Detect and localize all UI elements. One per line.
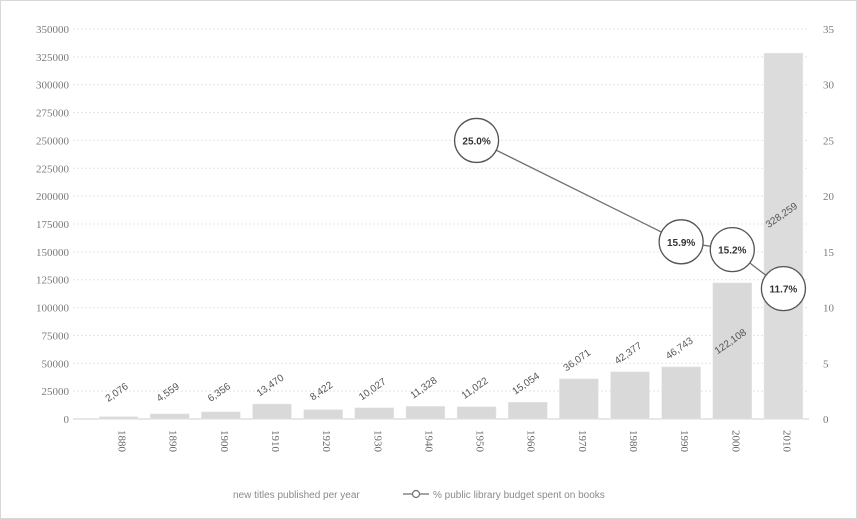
percent-data-label: 25.0% bbox=[462, 136, 490, 147]
bar-data-label: 11,022 bbox=[460, 375, 491, 401]
percent-data-label: 15.2% bbox=[718, 246, 746, 257]
bar-data-label: 6,356 bbox=[206, 381, 233, 405]
bar bbox=[201, 411, 241, 420]
right-tick-label: 0 bbox=[823, 414, 829, 426]
right-tick-label: 5 bbox=[823, 358, 829, 370]
bar bbox=[98, 416, 139, 420]
left-tick-label: 350000 bbox=[36, 24, 70, 36]
bar-data-label: 46,743 bbox=[664, 335, 696, 362]
bar bbox=[610, 371, 650, 420]
bar-data-label: 11,328 bbox=[409, 375, 440, 401]
x-tick-label: 1890 bbox=[167, 430, 179, 453]
bar-data-label: 36,071 bbox=[562, 347, 594, 374]
bar bbox=[508, 401, 548, 420]
left-tick-label: 150000 bbox=[36, 247, 70, 259]
x-tick-label: 1980 bbox=[627, 430, 639, 453]
left-tick-label: 0 bbox=[64, 414, 70, 426]
x-tick-label: 1960 bbox=[525, 430, 537, 453]
bar bbox=[763, 52, 804, 420]
gridlines bbox=[73, 28, 809, 420]
percent-data-label: 11.7% bbox=[770, 285, 798, 296]
left-tick-label: 300000 bbox=[36, 80, 70, 92]
legend: new titles published per year % public li… bbox=[233, 489, 605, 501]
bar-data-label: 2,076 bbox=[104, 381, 131, 405]
x-tick-label: 1940 bbox=[422, 430, 434, 453]
bar bbox=[456, 406, 497, 420]
bar bbox=[150, 413, 190, 420]
bar bbox=[661, 366, 701, 420]
x-tick-label: 1970 bbox=[576, 430, 588, 453]
percent-marker bbox=[453, 117, 500, 164]
x-tick-label: 1920 bbox=[320, 430, 332, 453]
bar bbox=[405, 406, 446, 420]
x-axis-ticks: 1880 1890 1900 1910 1920 1930 1940 1950 1960 1970… bbox=[116, 430, 793, 453]
legend-entry-line: % public library budget spent on books bbox=[433, 490, 605, 501]
left-tick-label: 175000 bbox=[36, 219, 70, 231]
legend-marker-swatch bbox=[411, 489, 421, 499]
x-tick-label: 1910 bbox=[269, 430, 281, 453]
left-tick-label: 75000 bbox=[42, 330, 70, 342]
bar bbox=[354, 407, 394, 420]
bar bbox=[303, 409, 343, 420]
left-tick-label: 100000 bbox=[36, 303, 70, 315]
left-tick-label: 200000 bbox=[36, 191, 70, 203]
bar bbox=[712, 282, 752, 420]
right-tick-label: 10 bbox=[823, 303, 835, 315]
bar bbox=[559, 378, 599, 420]
bar-data-label: 8,422 bbox=[308, 380, 335, 404]
left-tick-label: 125000 bbox=[36, 275, 70, 287]
bar bbox=[252, 403, 292, 420]
x-tick-label: 1950 bbox=[474, 430, 486, 453]
left-axis-ticks: 0 25000 50000 75000 100000 125000 150000 175000… bbox=[36, 24, 70, 426]
right-tick-label: 30 bbox=[823, 80, 835, 92]
x-tick-label: 1880 bbox=[116, 430, 128, 453]
legend-entry-bars: new titles published per year bbox=[233, 490, 360, 501]
left-tick-label: 250000 bbox=[36, 135, 70, 147]
right-tick-label: 15 bbox=[823, 247, 835, 259]
bar-data-label: 42,377 bbox=[613, 340, 645, 367]
percent-line: 25.0% 15.9% 15.2% 11.7% bbox=[453, 117, 807, 312]
percent-line-path bbox=[476, 139, 784, 290]
right-tick-label: 25 bbox=[823, 135, 835, 147]
right-tick-label: 20 bbox=[823, 191, 835, 203]
left-tick-label: 225000 bbox=[36, 163, 70, 175]
left-tick-label: 275000 bbox=[36, 108, 70, 120]
right-axis-ticks: 0 5 10 15 20 25 30 35 bbox=[823, 24, 835, 426]
percent-marker bbox=[658, 219, 704, 265]
bars bbox=[98, 52, 804, 420]
left-tick-label: 50000 bbox=[42, 358, 70, 370]
x-tick-label: 1990 bbox=[678, 430, 690, 453]
percent-marker bbox=[709, 226, 755, 273]
x-tick-label: 2000 bbox=[729, 430, 741, 453]
x-tick-label: 2010 bbox=[780, 430, 792, 453]
right-tick-label: 35 bbox=[823, 24, 835, 36]
bar-data-label: 4,559 bbox=[155, 381, 182, 405]
percent-marker bbox=[760, 265, 807, 312]
bar-data-label: 15,054 bbox=[511, 371, 543, 398]
bar-data-label: 10,027 bbox=[357, 376, 389, 403]
x-tick-label: 1900 bbox=[218, 430, 230, 453]
bar-data-label: 13,470 bbox=[255, 372, 287, 399]
left-tick-label: 25000 bbox=[42, 386, 70, 398]
x-tick-label: 1930 bbox=[371, 430, 383, 453]
left-tick-label: 325000 bbox=[36, 52, 70, 64]
percent-data-label: 15.9% bbox=[667, 238, 695, 249]
